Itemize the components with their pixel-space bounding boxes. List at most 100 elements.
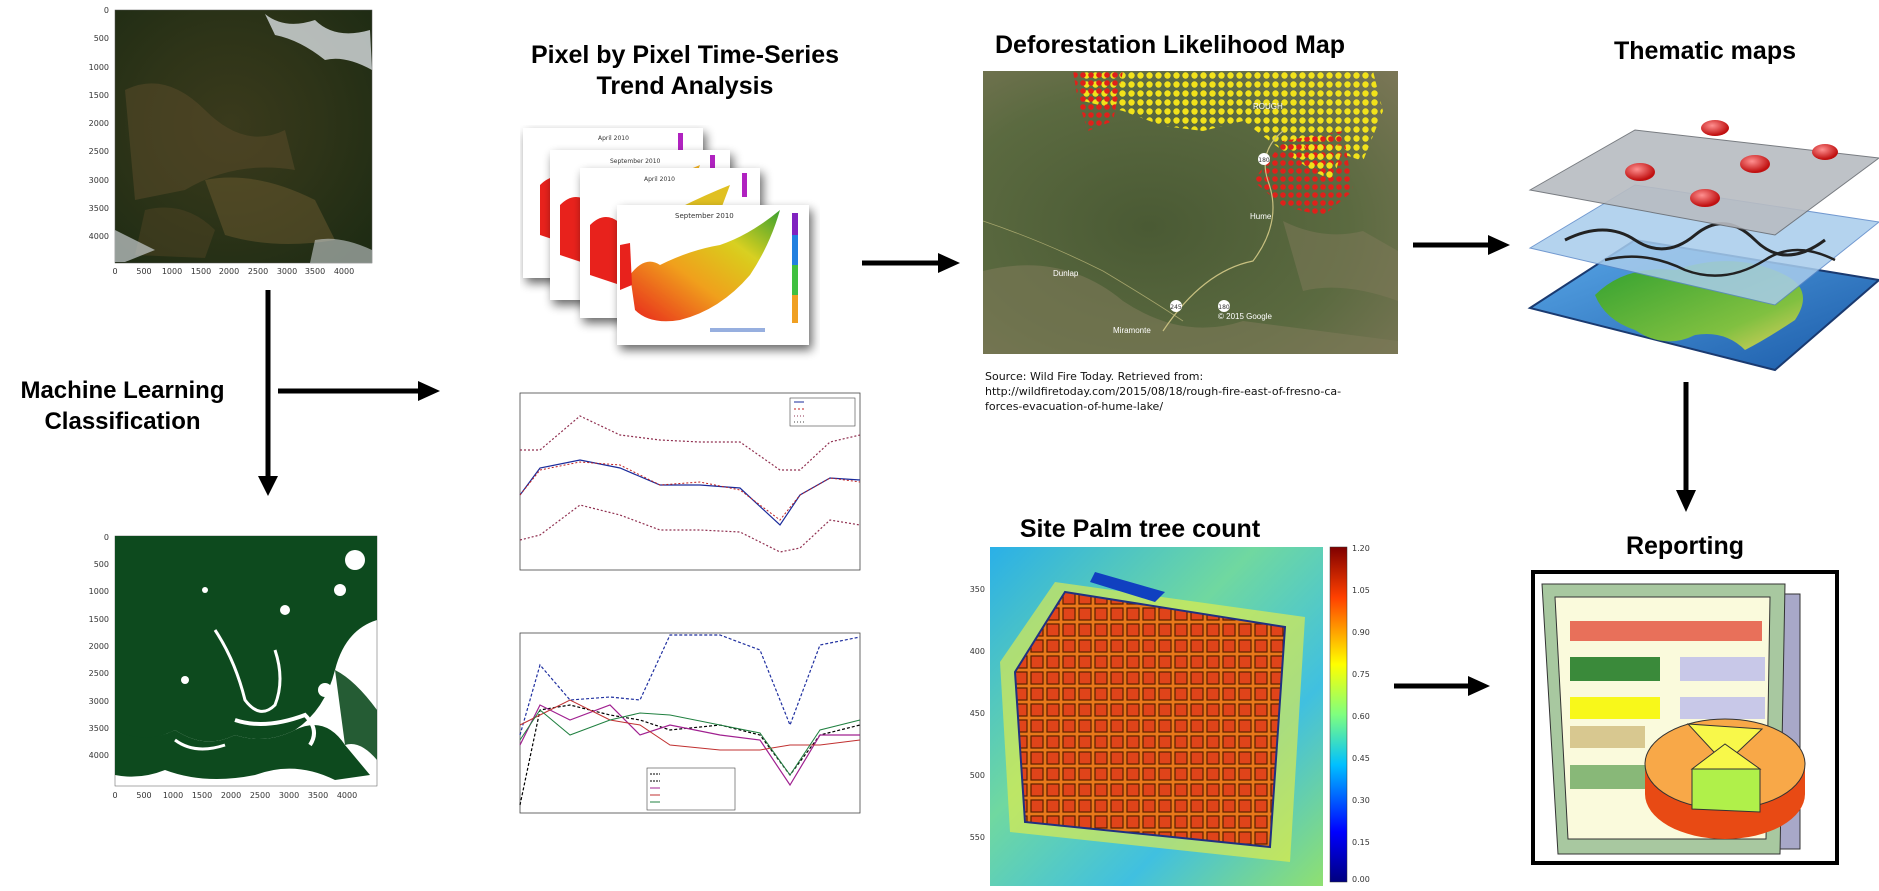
- y-tick: 1500: [89, 91, 109, 100]
- colorbar-tick: 0.30: [1352, 796, 1370, 805]
- y-tick: 3500: [89, 204, 109, 213]
- x-tick: 2500: [248, 267, 268, 276]
- satellite-x-ticks: 0 500 1000 1500 2000 2500 3000 3500 4000: [112, 267, 354, 276]
- arrow-head: [938, 253, 960, 273]
- road-shield-label: 180: [1218, 304, 1230, 311]
- satellite-raster-figure: 0 500 1000 1500 2000 2500 3000 3500 4000…: [89, 6, 373, 276]
- map-source-citation: Source: Wild Fire Today. Retrieved from:…: [985, 369, 1405, 414]
- colorbar-tick: 0.00: [1352, 875, 1370, 884]
- y-tick: 4000: [89, 751, 109, 760]
- colorbar-tick: 0.75: [1352, 670, 1370, 679]
- ml-classification-title: Machine Learning Classification: [0, 375, 245, 437]
- palm-count-title: Site Palm tree count: [1019, 515, 1261, 543]
- x-tick: 3500: [305, 267, 325, 276]
- report-document-icon: [1530, 569, 1840, 869]
- map-card-front: September 2010: [617, 205, 809, 345]
- arrow-head: [1488, 235, 1510, 255]
- y-tick: 2500: [89, 669, 109, 678]
- stacked-map-cards: April 2010 September 2010 April 2010 Sep…: [520, 125, 820, 375]
- y-tick: 2000: [89, 642, 109, 651]
- x-tick: 3000: [277, 267, 297, 276]
- x-tick: 4000: [334, 267, 354, 276]
- colorbar-tick: 0.45: [1352, 754, 1370, 763]
- y-tick: 3500: [89, 724, 109, 733]
- y-tick: 3000: [89, 176, 109, 185]
- classification-x-ticks: 0 500 1000 1500 2000 2500 3000 3500 4000: [112, 791, 357, 800]
- palm-count-panel: 350 400 450 500 550 1.20 1.05 0.90 0.75 …: [965, 542, 1375, 887]
- ml-title-line2: Classification: [44, 408, 201, 435]
- map-label-miramonte: Miramonte: [1113, 326, 1151, 335]
- stacked-maps-figure: April 2010 September 2010 April 2010 Sep…: [523, 128, 809, 345]
- map-label-hume: Hume: [1250, 212, 1272, 221]
- palm-count-figure: 350 400 450 500 550 1.20 1.05 0.90 0.75 …: [970, 544, 1370, 887]
- y-tick: 1000: [89, 587, 109, 596]
- card-title: April 2010: [644, 176, 675, 183]
- classification-raster-figure: 0 500 1000 1500 2000 2500 3000 3500 4000…: [89, 533, 378, 800]
- x-tick: 2000: [221, 791, 241, 800]
- palm-y-ticks: 350 400 450 500 550: [970, 585, 985, 842]
- card-title: September 2010: [610, 158, 661, 165]
- colorbar-tick: 1.20: [1352, 544, 1370, 553]
- colorbar-tick: 0.90: [1352, 628, 1370, 637]
- colorbar-tick: 0.15: [1352, 838, 1370, 847]
- y-tick: 1000: [89, 63, 109, 72]
- colorbar: [1329, 546, 1348, 883]
- source-line-1: Source: Wild Fire Today. Retrieved from:: [985, 370, 1204, 383]
- colorbar-tick: 1.05: [1352, 586, 1370, 595]
- y-tick: 500: [94, 34, 109, 43]
- y-tick: 450: [970, 709, 985, 718]
- colorbar-tick: 0.60: [1352, 712, 1370, 721]
- classification-raster-panel: 0 500 1000 1500 2000 2500 3000 3500 4000…: [85, 530, 395, 810]
- y-tick: 1500: [89, 615, 109, 624]
- arrow-head: [418, 381, 440, 401]
- map-copyright: © 2015 Google: [1218, 312, 1272, 321]
- trend-analysis-title: Pixel by Pixel Time-Series Trend Analysi…: [505, 40, 865, 102]
- reporting-title: Reporting: [1625, 532, 1745, 560]
- ml-title-line1: Machine Learning: [20, 377, 225, 404]
- x-tick: 0: [112, 267, 117, 276]
- y-tick: 0: [104, 6, 109, 15]
- y-tick: 350: [970, 585, 985, 594]
- satellite-raster-panel: 0 500 1000 1500 2000 2500 3000 3500 4000…: [85, 0, 385, 285]
- x-tick: 2000: [219, 267, 239, 276]
- deforestation-map-title: Deforestation Likelihood Map: [994, 31, 1346, 59]
- report-document-figure: [1531, 570, 1839, 865]
- y-tick: 3000: [89, 697, 109, 706]
- thematic-layers-illustration: [1525, 100, 1879, 375]
- y-tick: 4000: [89, 232, 109, 241]
- map-label-dunlap: Dunlap: [1053, 269, 1079, 278]
- y-tick: 500: [970, 771, 985, 780]
- y-tick: 2500: [89, 147, 109, 156]
- x-tick: 2500: [250, 791, 270, 800]
- trend-line-chart-1: [500, 390, 870, 590]
- road-shield-label: 180: [1258, 157, 1270, 164]
- road-shield-label: 245: [1170, 304, 1182, 311]
- card-title: September 2010: [675, 212, 734, 220]
- y-tick: 0: [104, 533, 109, 542]
- arrow-head: [1676, 490, 1696, 512]
- y-tick: 400: [970, 647, 985, 656]
- deforestation-map: ROUGH Hume Dunlap Miramonte © 2015 Googl…: [982, 71, 1398, 354]
- x-tick: 1500: [191, 267, 211, 276]
- trend-title-line1: Pixel by Pixel Time-Series: [530, 41, 840, 69]
- x-tick: 500: [136, 791, 151, 800]
- y-tick: 500: [94, 560, 109, 569]
- deforestation-map-figure: ROUGH Hume Dunlap Miramonte © 2015 Googl…: [982, 71, 1398, 354]
- source-line-2: http://wildfiretoday.com/2015/08/18/roug…: [985, 385, 1342, 398]
- x-tick: 3000: [279, 791, 299, 800]
- x-tick: 1000: [163, 791, 183, 800]
- y-tick: 2000: [89, 119, 109, 128]
- x-tick: 3500: [308, 791, 328, 800]
- thematic-layers-figure: [1527, 120, 1879, 372]
- trend-title-line2: Trend Analysis: [596, 72, 774, 100]
- source-line-3: forces-evacuation-of-hume-lake/: [985, 400, 1164, 413]
- card-title: April 2010: [598, 135, 629, 142]
- x-tick: 4000: [337, 791, 357, 800]
- colorbar-ticks: 1.20 1.05 0.90 0.75 0.60 0.45 0.30 0.15 …: [1352, 544, 1370, 884]
- map-label-rough: ROUGH: [1253, 102, 1283, 111]
- trend-line-chart-2-figure: [519, 632, 861, 814]
- x-tick: 0: [112, 791, 117, 800]
- arrow-head: [258, 476, 278, 496]
- x-tick: 1500: [192, 791, 212, 800]
